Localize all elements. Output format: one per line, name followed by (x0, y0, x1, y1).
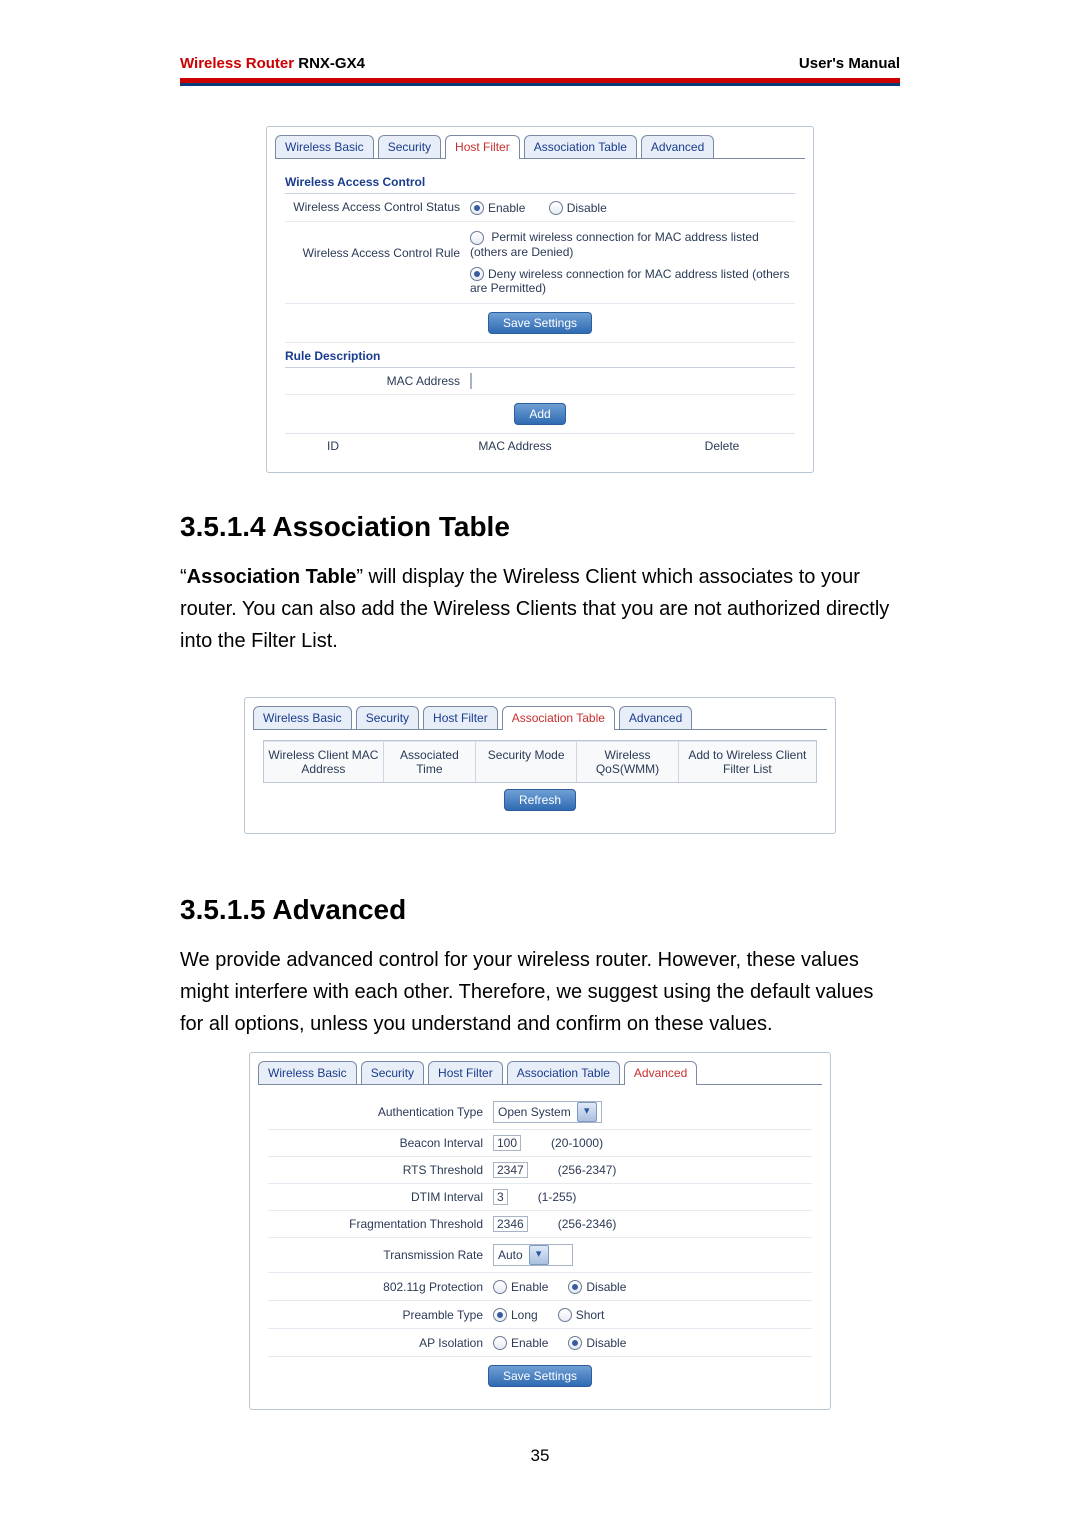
mac-input[interactable] (470, 373, 472, 389)
tab-host-filter[interactable]: Host Filter (428, 1061, 503, 1084)
section-access-control: Wireless Access Control (285, 169, 795, 194)
dtim-input[interactable]: 3 (493, 1189, 508, 1205)
radio-enable[interactable] (470, 201, 484, 215)
radio-disable[interactable] (549, 201, 563, 215)
page-number: 35 (180, 1446, 900, 1466)
tab-host-filter[interactable]: Host Filter (445, 135, 520, 159)
rule-blue (180, 83, 900, 86)
filter-table-header: ID MAC Address Delete (285, 433, 795, 458)
association-panel: Wireless Basic Security Host Filter Asso… (244, 697, 836, 834)
tab-association-table[interactable]: Association Table (502, 706, 615, 730)
label-access-rule: Wireless Access Control Rule (285, 228, 470, 260)
header-right: User's Manual (799, 55, 900, 72)
heading-3514: 3.5.1.4 Association Table (180, 511, 900, 543)
tab-wireless-basic[interactable]: Wireless Basic (258, 1061, 357, 1084)
radio-preamble-long[interactable] (493, 1308, 507, 1322)
tx-rate-select[interactable]: Auto▾ (493, 1244, 573, 1266)
save-settings-button[interactable]: Save Settings (488, 312, 592, 334)
tab-association-table[interactable]: Association Table (524, 135, 637, 158)
tab-advanced[interactable]: Advanced (624, 1061, 697, 1085)
tab-security[interactable]: Security (361, 1061, 424, 1084)
rts-input[interactable]: 2347 (493, 1162, 528, 1178)
chevron-down-icon: ▾ (577, 1102, 597, 1122)
heading-3515: 3.5.1.5 Advanced (180, 894, 900, 926)
tab-wireless-basic[interactable]: Wireless Basic (275, 135, 374, 158)
section-rule-description: Rule Description (285, 343, 795, 368)
para-3514: “Association Table” will display the Wir… (180, 561, 900, 657)
host-filter-panel: Wireless Basic Security Host Filter Asso… (266, 126, 814, 473)
tab-security[interactable]: Security (378, 135, 441, 158)
add-button[interactable]: Add (514, 403, 565, 425)
radio-80211g-disable[interactable] (568, 1280, 582, 1294)
advanced-panel: Wireless Basic Security Host Filter Asso… (249, 1052, 831, 1409)
auth-type-select[interactable]: Open System▾ (493, 1101, 602, 1123)
para-3515: We provide advanced control for your wir… (180, 944, 900, 1040)
tab-advanced[interactable]: Advanced (641, 135, 714, 158)
radio-preamble-short[interactable] (558, 1308, 572, 1322)
radio-permit[interactable] (470, 231, 484, 245)
association-table: Wireless Client MAC Address Associated T… (263, 740, 817, 783)
radio-deny[interactable] (470, 267, 484, 281)
radio-apiso-enable[interactable] (493, 1336, 507, 1350)
header-brand: Wireless Router RNX-GX4 (180, 55, 365, 72)
beacon-input[interactable]: 100 (493, 1135, 521, 1151)
label-access-status: Wireless Access Control Status (285, 200, 470, 214)
tab-advanced[interactable]: Advanced (619, 706, 692, 729)
label-mac-address: MAC Address (285, 374, 470, 388)
chevron-down-icon: ▾ (529, 1245, 549, 1265)
radio-80211g-enable[interactable] (493, 1280, 507, 1294)
radio-apiso-disable[interactable] (568, 1336, 582, 1350)
refresh-button[interactable]: Refresh (504, 789, 576, 811)
tab-wireless-basic[interactable]: Wireless Basic (253, 706, 352, 729)
tab-association-table[interactable]: Association Table (507, 1061, 620, 1084)
frag-input[interactable]: 2346 (493, 1216, 528, 1232)
tab-host-filter[interactable]: Host Filter (423, 706, 498, 729)
save-settings-button[interactable]: Save Settings (488, 1365, 592, 1387)
tab-security[interactable]: Security (356, 706, 419, 729)
